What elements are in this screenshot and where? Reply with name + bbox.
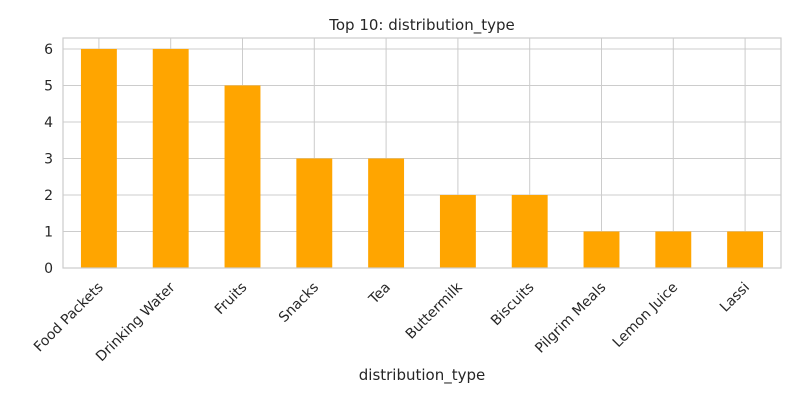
y-tick-label: 2: [44, 188, 53, 204]
x-axis-label: distribution_type: [359, 366, 486, 385]
x-tick-label: Tea: [365, 280, 394, 309]
x-tick-label: Lassi: [717, 280, 753, 316]
bar-biscuits: [511, 194, 548, 268]
bar-lassi: [727, 231, 764, 268]
y-tick-label: 0: [44, 261, 53, 277]
y-tick-label: 3: [44, 151, 53, 167]
y-tick-label: 1: [44, 224, 53, 240]
chart-title: Top 10: distribution_type: [328, 16, 514, 35]
y-tick-label: 4: [44, 115, 53, 131]
y-tick-label: 5: [44, 78, 53, 94]
bars: [80, 48, 764, 269]
y-tick-label: 6: [44, 42, 53, 58]
bar-tea: [368, 158, 405, 268]
bar-snacks: [296, 158, 333, 268]
x-tick-label: Biscuits: [488, 280, 538, 330]
x-tick-label: Snacks: [276, 280, 322, 326]
y-axis-ticks: 0 1 2 3 4 5 6: [44, 42, 53, 277]
x-tick-label: Drinking Water: [93, 279, 179, 365]
x-tick-label: Food Packets: [31, 280, 107, 356]
bar-lemon-juice: [655, 231, 692, 268]
bar-fruits: [224, 85, 261, 268]
x-tick-label: Pilgrim Meals: [532, 280, 609, 357]
x-tick-label: Lemon Juice: [610, 280, 681, 351]
bar-drinking-water: [152, 48, 189, 269]
bar-pilgrim-meals: [583, 231, 620, 268]
x-tick-label: Fruits: [212, 280, 250, 318]
plot-frame: [62, 37, 782, 269]
bar-buttermilk: [439, 194, 476, 268]
bar-food-packets: [80, 48, 117, 269]
x-tick-label: Buttermilk: [403, 279, 467, 343]
